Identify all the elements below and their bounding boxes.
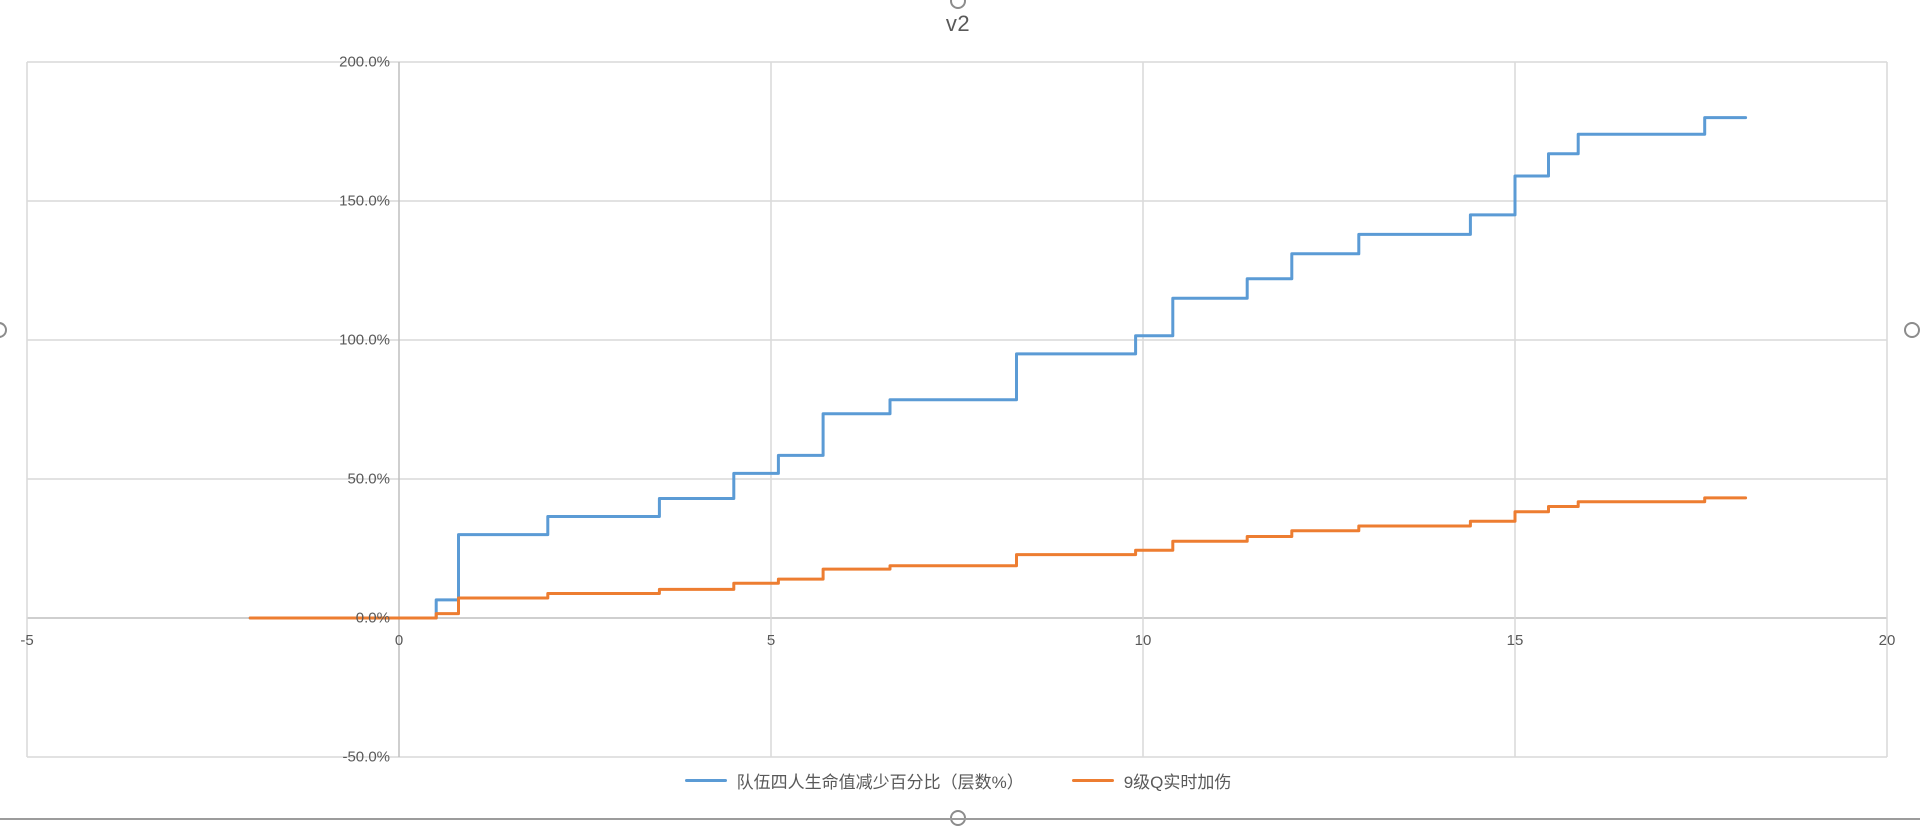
y-axis-label-0[interactable]: 0.0% bbox=[355, 609, 390, 627]
x-axis-label-10[interactable]: 10 bbox=[1134, 632, 1152, 649]
resize-handle-right-middle[interactable] bbox=[1904, 322, 1920, 338]
legend-item-blue-series[interactable]: 队伍四人生命值减少百分比（层数%） bbox=[684, 768, 1024, 793]
window-bottom-edge bbox=[0, 818, 1920, 820]
series-line-blue[interactable] bbox=[248, 116, 1748, 620]
x-axis-label-15[interactable]: 15 bbox=[1506, 632, 1524, 649]
resize-handle-top-center[interactable] bbox=[950, 0, 966, 9]
y-axis-label--50[interactable]: -50.0% bbox=[342, 748, 390, 766]
y-axis-label-150[interactable]: 150.0% bbox=[339, 192, 390, 210]
series-line-orange[interactable] bbox=[248, 496, 1748, 620]
x-axis-label-5[interactable]: 5 bbox=[766, 632, 776, 649]
y-axis-label-200[interactable]: 200.0% bbox=[339, 53, 390, 71]
y-axis-label-50[interactable]: 50.0% bbox=[347, 470, 390, 488]
chart-legend: 队伍四人生命值减少百分比（层数%） 9级Q实时加伤 bbox=[0, 768, 1916, 793]
y-axis-label-100[interactable]: 100.0% bbox=[339, 331, 390, 349]
legend-line-sample bbox=[684, 779, 727, 782]
legend-line-sample bbox=[1071, 779, 1114, 782]
legend-item-orange-series[interactable]: 9级Q实时加伤 bbox=[1071, 768, 1232, 793]
legend-label: 队伍四人生命值减少百分比（层数%） bbox=[736, 773, 1024, 792]
x-axis-label-0[interactable]: 0 bbox=[394, 632, 404, 649]
legend-label: 9级Q实时加伤 bbox=[1123, 773, 1232, 792]
chart-title[interactable]: v2 bbox=[945, 11, 971, 36]
x-axis-label--5[interactable]: -5 bbox=[20, 632, 34, 649]
x-axis-label-20[interactable]: 20 bbox=[1878, 632, 1896, 649]
